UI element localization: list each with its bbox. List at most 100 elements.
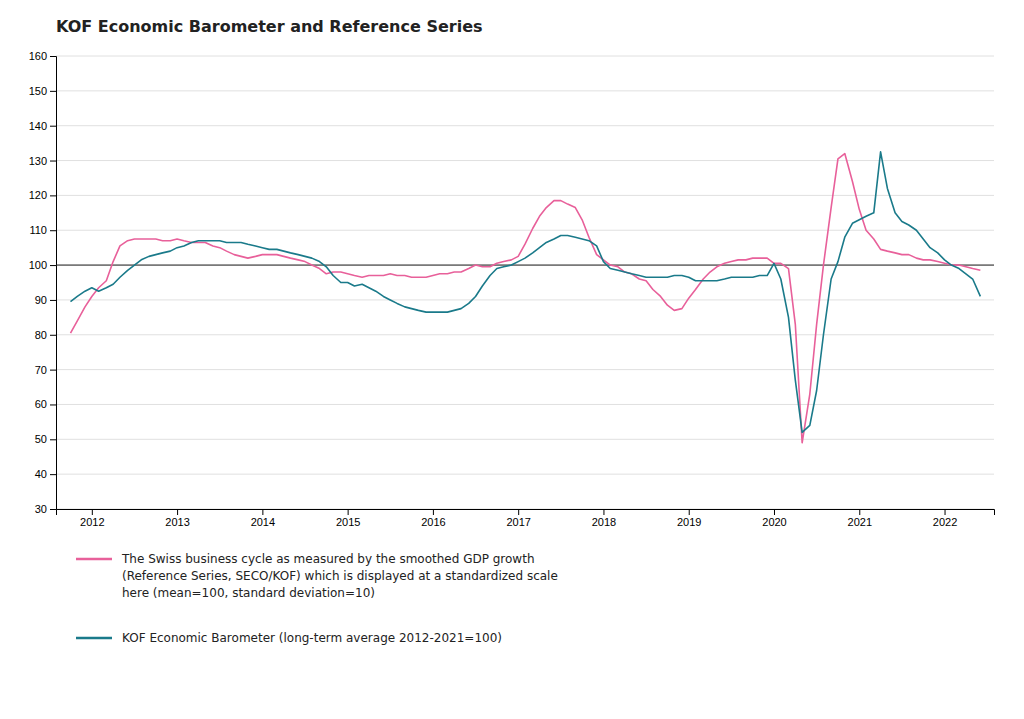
- y-tick: 80: [35, 329, 56, 341]
- x-axis: 2012 2013 2014 2015 2016 2017 2018 2019 2020 2021…: [57, 509, 995, 528]
- y-tick-label: 100: [29, 259, 47, 271]
- x-tick-label: 2015: [336, 516, 360, 528]
- x-tick-mark: [774, 509, 775, 515]
- grid-line: [56, 160, 994, 161]
- y-tick-label: 130: [29, 155, 47, 167]
- legend-item: The Swiss business cycle as measured by …: [76, 552, 558, 600]
- y-tick-mark: [50, 300, 56, 301]
- x-tick: 2013: [165, 509, 189, 528]
- x-tick: 2014: [251, 509, 275, 528]
- y-tick: 160: [29, 50, 56, 62]
- x-tick-mark: [945, 509, 946, 515]
- x-tick: 2016: [421, 509, 445, 528]
- legend-label: The Swiss business cycle as measured by …: [121, 552, 558, 600]
- x-tick: 2022: [933, 509, 957, 528]
- x-tick-mark: [433, 509, 434, 515]
- y-tick: 50: [35, 433, 56, 445]
- x-axis-line: [57, 510, 995, 516]
- x-tick-label: 2013: [165, 516, 189, 528]
- legend-label-line: KOF Economic Barometer (long-term averag…: [122, 631, 502, 645]
- x-tick-label: 2012: [80, 516, 104, 528]
- y-tick-label: 60: [35, 398, 47, 410]
- x-tick: 2017: [506, 509, 530, 528]
- y-axis: 30 40 50 60 70 80 90 100 110 120 130 140 150 160: [29, 50, 57, 515]
- legend-label-line: The Swiss business cycle as measured by …: [121, 552, 534, 566]
- y-tick: 70: [35, 364, 56, 376]
- y-tick-label: 110: [29, 224, 47, 236]
- y-tick-label: 80: [35, 329, 47, 341]
- x-tick-label: 2022: [933, 516, 957, 528]
- x-tick-mark: [262, 509, 263, 515]
- y-tick: 120: [29, 189, 56, 201]
- grid-line: [56, 230, 994, 231]
- y-tick-label: 150: [29, 85, 47, 97]
- grid-line: [56, 404, 994, 405]
- y-tick: 100: [29, 259, 56, 271]
- x-tick-mark: [92, 509, 93, 515]
- x-tick: 2015: [336, 509, 360, 528]
- grid-line: [56, 90, 994, 91]
- x-tick-mark: [348, 509, 349, 515]
- x-tick: 2018: [592, 509, 616, 528]
- y-tick: 40: [35, 468, 56, 480]
- y-tick: 60: [35, 398, 56, 410]
- x-tick: 2012: [80, 509, 104, 528]
- y-tick-label: 120: [29, 189, 47, 201]
- grid-line: [56, 474, 994, 475]
- chart: KOF Economic Barometer and Reference Ser…: [0, 0, 1024, 719]
- legend-label: KOF Economic Barometer (long-term averag…: [122, 631, 502, 645]
- y-tick: 90: [35, 294, 56, 306]
- y-tick-label: 40: [35, 468, 47, 480]
- legend-swatch: [76, 558, 112, 561]
- grid-line: [56, 299, 994, 300]
- legend-item: KOF Economic Barometer (long-term averag…: [76, 631, 502, 645]
- grid-line: [56, 369, 994, 370]
- y-tick: 30: [35, 503, 56, 515]
- y-tick-mark: [50, 474, 56, 475]
- reference-line: [56, 265, 994, 266]
- legend-label-line: (Reference Series, SECO/KOF) which is di…: [122, 569, 558, 583]
- legend-swatch: [76, 637, 112, 640]
- y-tick-label: 30: [35, 503, 47, 515]
- y-tick-mark: [50, 126, 56, 127]
- title: KOF Economic Barometer and Reference Ser…: [56, 17, 483, 36]
- x-tick: 2019: [677, 509, 701, 528]
- y-tick-label: 140: [29, 120, 47, 132]
- x-tick-label: 2019: [677, 516, 701, 528]
- y-tick-mark: [50, 439, 56, 440]
- x-tick-mark: [689, 509, 690, 515]
- grid-line: [56, 125, 994, 126]
- y-tick-label: 90: [35, 294, 47, 306]
- grid: [56, 56, 994, 509]
- y-tick-mark: [50, 161, 56, 162]
- y-tick-mark: [50, 265, 56, 266]
- y-tick-mark: [50, 404, 56, 405]
- x-tick-label: 2017: [506, 516, 530, 528]
- x-tick-mark: [518, 509, 519, 515]
- grid-line: [56, 439, 994, 440]
- grid-line: [56, 195, 994, 196]
- x-tick-label: 2021: [848, 516, 872, 528]
- y-axis-line: [50, 57, 57, 510]
- y-tick-label: 50: [35, 433, 47, 445]
- x-tick-label: 2018: [592, 516, 616, 528]
- legend: The Swiss business cycle as measured by …: [76, 552, 558, 645]
- x-tick-label: 2016: [421, 516, 445, 528]
- y-tick: 150: [29, 85, 56, 97]
- series-line: [70, 154, 980, 443]
- y-tick-mark: [50, 195, 56, 196]
- grid-line: [56, 334, 994, 335]
- grid-line: [56, 56, 994, 57]
- y-tick-mark: [50, 91, 56, 92]
- x-tick-label: 2014: [251, 516, 275, 528]
- x-tick-label: 2020: [762, 516, 786, 528]
- y-tick: 130: [29, 155, 56, 167]
- grid-line: [56, 265, 994, 266]
- y-tick-label: 70: [35, 364, 47, 376]
- x-tick-mark: [603, 509, 604, 515]
- y-tick-mark: [50, 509, 56, 510]
- y-tick-mark: [50, 370, 56, 371]
- legend-label-line: here (mean=100, standard deviation=10): [122, 586, 375, 600]
- y-tick-mark: [50, 56, 56, 57]
- x-tick-mark: [859, 509, 860, 515]
